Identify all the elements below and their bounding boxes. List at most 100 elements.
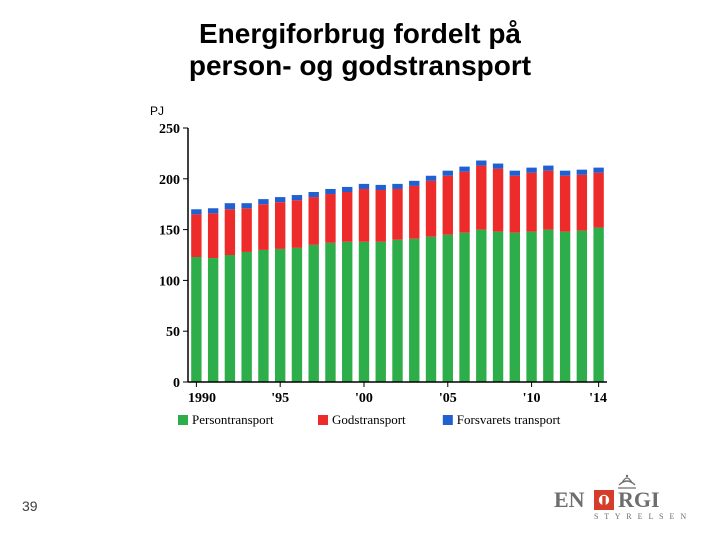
legend-label: Forsvarets transport	[457, 412, 561, 427]
bar-segment	[526, 173, 536, 232]
svg-text:'95: '95	[271, 391, 289, 406]
bar-segment	[493, 232, 503, 382]
energi-logo-svg: EN RGI S T Y R E L S E N	[534, 473, 694, 521]
bar-segment	[392, 189, 402, 240]
bar-segment	[225, 209, 235, 255]
bar-segment	[426, 237, 436, 382]
bar-segment	[493, 164, 503, 169]
bar-segment	[443, 176, 453, 235]
bar-segment	[409, 181, 419, 186]
slide-title: Energiforbrug fordelt på person- og gods…	[0, 18, 720, 82]
svg-text:200: 200	[159, 173, 180, 188]
bar-segment	[376, 190, 386, 242]
svg-text:100: 100	[159, 274, 180, 289]
bar-segment	[191, 257, 201, 382]
legend-label: Godstransport	[332, 412, 406, 427]
svg-text:250: 250	[159, 122, 180, 137]
bar-segment	[476, 230, 486, 382]
bar-segment	[208, 208, 218, 213]
legend-swatch	[178, 415, 188, 425]
bar-segment	[325, 243, 335, 382]
bar-segment	[275, 249, 285, 382]
bar-segment	[543, 166, 553, 171]
bar-segment	[292, 195, 302, 200]
bar-segment	[409, 239, 419, 382]
legend-swatch	[443, 415, 453, 425]
bar-segment	[275, 197, 285, 202]
bar-segment	[292, 200, 302, 248]
brand-logo: EN RGI S T Y R E L S E N	[534, 473, 694, 526]
crown-dot-icon	[626, 475, 628, 477]
bar-segment	[376, 185, 386, 190]
svg-text:0: 0	[173, 376, 180, 391]
title-line-1: Energiforbrug fordelt på	[199, 18, 521, 49]
bar-segment	[443, 171, 453, 176]
bar-segment	[593, 228, 603, 382]
bar-segment	[258, 204, 268, 250]
slide: Energiforbrug fordelt på person- og gods…	[0, 0, 720, 540]
bar-segment	[426, 176, 436, 181]
legend-swatch	[318, 415, 328, 425]
bar-segment	[325, 194, 335, 243]
bar-segment	[208, 258, 218, 382]
bar-segment	[443, 235, 453, 382]
bar-segment	[325, 189, 335, 194]
bar-segment	[526, 168, 536, 173]
svg-text:150: 150	[159, 224, 180, 239]
bar-segment	[560, 171, 570, 176]
bar-segment	[543, 171, 553, 230]
logo-subtext: S T Y R E L S E N	[594, 512, 688, 521]
bar-segment	[577, 175, 587, 231]
bar-segment	[241, 208, 251, 252]
bar-segment	[459, 172, 469, 233]
bar-segment	[560, 176, 570, 232]
bar-segment	[258, 250, 268, 382]
bar-segment	[191, 209, 201, 214]
bar-segment	[225, 203, 235, 209]
bar-segment	[376, 242, 386, 382]
bar-segment	[342, 242, 352, 382]
bar-segment	[309, 192, 319, 197]
bar-segment	[225, 255, 235, 382]
bar-segment	[526, 232, 536, 382]
logo-text-en: EN	[554, 487, 585, 512]
bar-segment	[510, 233, 520, 382]
svg-text:50: 50	[166, 325, 180, 340]
svg-text:'05: '05	[439, 391, 457, 406]
bar-segment	[191, 214, 201, 257]
bar-segment	[208, 213, 218, 258]
bar-segment	[342, 192, 352, 242]
bar-segment	[543, 230, 553, 382]
bar-segment	[359, 242, 369, 382]
bar-segment	[309, 197, 319, 245]
bar-segment	[560, 232, 570, 382]
bar-segment	[493, 169, 503, 232]
bar-segment	[359, 189, 369, 242]
bar-segment	[510, 176, 520, 233]
bar-segment	[292, 248, 302, 382]
page-number: 39	[22, 498, 38, 514]
bar-segment	[476, 161, 486, 166]
bar-segment	[459, 233, 469, 382]
chart-container: 0 50 100 150 200 250 1990 '95 '00 '05 '10 '14 Person…	[140, 118, 615, 448]
svg-text:'10: '10	[523, 391, 541, 406]
svg-text:'00: '00	[355, 391, 373, 406]
bar-segment	[241, 203, 251, 208]
bar-segment	[342, 187, 352, 192]
logo-accent-icon	[594, 490, 614, 510]
bar-segment	[359, 184, 369, 189]
stacked-bar-chart: 0 50 100 150 200 250 1990 '95 '00 '05 '10 '14 Person…	[140, 118, 615, 448]
svg-text:'14: '14	[589, 391, 607, 406]
bar-segment	[510, 171, 520, 176]
bar-segment	[593, 168, 603, 173]
bar-segment	[577, 170, 587, 175]
bar-segment	[258, 199, 268, 204]
bar-segment	[241, 252, 251, 382]
svg-text:1990: 1990	[188, 391, 216, 406]
bar-segment	[392, 184, 402, 189]
bar-segment	[309, 245, 319, 382]
bar-segment	[476, 166, 486, 230]
title-line-2: person- og godstransport	[189, 50, 531, 81]
legend-label: Persontransport	[192, 412, 274, 427]
bar-segment	[426, 181, 436, 237]
